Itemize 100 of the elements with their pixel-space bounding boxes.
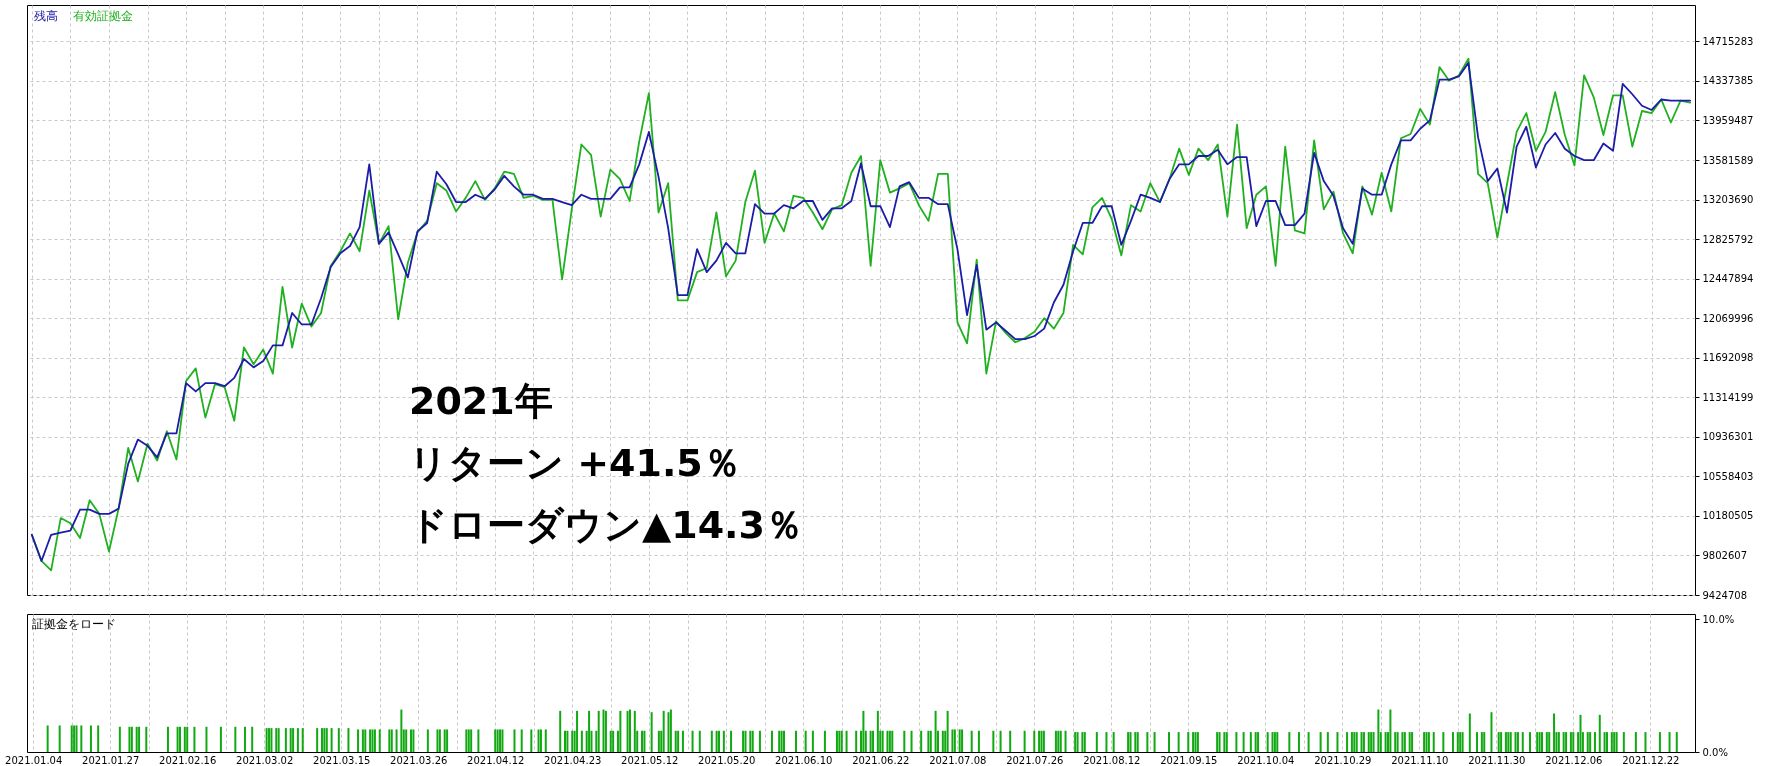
bar <box>1033 730 1036 752</box>
bar <box>243 726 246 752</box>
bar <box>1297 732 1300 752</box>
bar <box>446 729 449 752</box>
x-tick-label: 2021.02.16 <box>159 754 217 766</box>
bar <box>1095 732 1098 752</box>
x-tick-label: 2021.11.30 <box>1468 754 1526 766</box>
bar <box>669 709 672 752</box>
bar <box>1105 732 1108 752</box>
bar <box>1177 732 1180 752</box>
bar <box>1326 732 1329 752</box>
bar <box>378 729 381 752</box>
bar <box>97 725 100 752</box>
bar <box>619 710 622 752</box>
y-tick-label: 12069996 <box>1702 312 1754 324</box>
bar <box>1266 732 1269 752</box>
x-tick-label: 2021.04.12 <box>467 754 525 766</box>
bar <box>292 728 295 752</box>
bar <box>1384 732 1387 752</box>
bar <box>845 730 848 752</box>
bar <box>920 730 923 752</box>
bar <box>1009 730 1012 752</box>
bar <box>1634 732 1637 752</box>
x-tick-label: 2021.06.10 <box>775 754 833 766</box>
bar <box>1610 732 1613 752</box>
bar <box>296 728 299 752</box>
bar <box>946 710 949 752</box>
x-tick-label: 2021.12.06 <box>1545 754 1603 766</box>
bar <box>650 712 653 752</box>
x-tick-label: 2021.01.27 <box>82 754 140 766</box>
bar <box>1276 732 1279 752</box>
bar <box>1064 730 1067 752</box>
bar <box>1644 732 1647 752</box>
bar <box>320 728 323 752</box>
bar <box>361 729 364 752</box>
bar <box>1367 732 1370 752</box>
bar <box>1187 732 1190 752</box>
bar <box>405 729 408 752</box>
bar <box>80 725 83 752</box>
bar <box>520 729 523 752</box>
bar <box>795 730 798 752</box>
bar <box>1377 709 1380 752</box>
y-tick-label: 10558403 <box>1702 470 1754 482</box>
bar <box>633 710 636 752</box>
bar <box>513 729 516 752</box>
bar <box>718 730 721 752</box>
x-tick-label: 2021.06.22 <box>852 754 910 766</box>
bar <box>1500 732 1503 752</box>
x-tick-label: 2021.07.08 <box>929 754 987 766</box>
bar <box>316 728 319 752</box>
x-tick-label: 2021.01.04 <box>5 754 63 766</box>
bar <box>1054 730 1057 752</box>
bar <box>992 730 995 752</box>
y-tick-label: 10180505 <box>1702 510 1754 522</box>
bar <box>1023 730 1026 752</box>
bar <box>118 726 121 752</box>
y-tick-label: 12447894 <box>1702 273 1754 285</box>
x-tick-label: 2021.07.26 <box>1006 754 1064 766</box>
bar <box>862 710 865 752</box>
x-tick-label: 2021.09.15 <box>1160 754 1218 766</box>
bar <box>1541 732 1544 752</box>
bar <box>1249 732 1252 752</box>
x-tick-label: 2021.05.12 <box>621 754 679 766</box>
bar <box>530 729 533 752</box>
bar <box>559 710 562 752</box>
bar <box>691 730 694 752</box>
y-tick-label: 13581589 <box>1702 154 1754 166</box>
bar <box>1480 732 1483 752</box>
bar <box>166 726 169 752</box>
bar <box>855 730 858 752</box>
bar <box>576 710 579 752</box>
bar <box>677 730 680 752</box>
bar <box>910 730 913 752</box>
bar <box>1589 732 1592 752</box>
bar <box>1346 732 1349 752</box>
bar <box>477 729 480 752</box>
bar <box>730 730 733 752</box>
bar <box>395 729 398 752</box>
bar <box>289 728 292 752</box>
bar <box>588 710 591 752</box>
bar <box>1432 732 1435 752</box>
bar <box>205 726 208 752</box>
bar <box>301 728 304 752</box>
bar <box>1153 732 1156 752</box>
bar <box>869 730 872 752</box>
bar <box>330 728 333 752</box>
y-tick-label: 11692098 <box>1702 352 1754 364</box>
bar <box>698 730 701 752</box>
x-tick-label: 2021.11.10 <box>1391 754 1449 766</box>
x-tick-label: 2021.03.26 <box>390 754 448 766</box>
y-tick-label: 14715283 <box>1702 35 1754 47</box>
y-tick-label: 10.0% <box>1702 613 1735 625</box>
bar <box>357 729 360 752</box>
bar <box>138 726 141 752</box>
y-tick-label: 9802607 <box>1702 549 1748 561</box>
bar <box>544 729 547 752</box>
bar <box>1146 732 1149 752</box>
bar <box>1442 732 1445 752</box>
bar <box>667 712 670 752</box>
bar <box>70 725 73 752</box>
